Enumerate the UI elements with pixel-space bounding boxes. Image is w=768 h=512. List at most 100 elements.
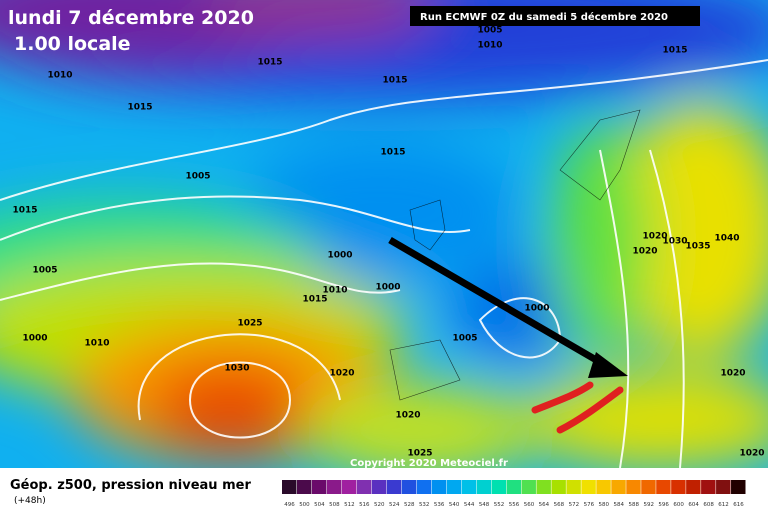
isobar-label: 1030 xyxy=(224,364,249,374)
legend-label: 556 xyxy=(509,502,520,508)
run-info: Run ECMWF 0Z du samedi 5 décembre 2020 xyxy=(420,11,668,23)
legend-label: 508 xyxy=(329,502,340,508)
legend-swatch xyxy=(581,480,596,494)
legend-label: 600 xyxy=(673,502,684,508)
legend-swatch xyxy=(731,480,746,494)
legend-label: 572 xyxy=(569,502,580,508)
legend-swatch xyxy=(416,480,432,494)
legend-swatch xyxy=(686,480,701,494)
legend-label: 552 xyxy=(494,502,505,508)
legend-label: 604 xyxy=(688,502,699,508)
legend-swatch xyxy=(596,480,611,494)
legend-swatch xyxy=(446,480,462,494)
legend-swatch xyxy=(626,480,641,494)
legend-swatch xyxy=(566,480,581,494)
legend-label: 544 xyxy=(464,502,475,508)
map-background xyxy=(0,0,768,468)
legend-swatch xyxy=(356,480,372,494)
legend-label: 584 xyxy=(614,502,625,508)
isobar-label: 1005 xyxy=(477,26,502,36)
legend-swatch xyxy=(371,480,387,494)
legend-label: 528 xyxy=(404,502,415,508)
legend-swatch xyxy=(641,480,656,494)
legend-swatch xyxy=(716,480,731,494)
legend-swatch xyxy=(491,480,507,494)
legend-label: 608 xyxy=(703,502,714,508)
isobar-label: 1015 xyxy=(127,103,152,113)
isobar-label: 1020 xyxy=(395,411,420,421)
legend-label: 520 xyxy=(374,502,385,508)
legend-label: 588 xyxy=(628,502,639,508)
legend-swatch xyxy=(386,480,402,494)
isobar-label: 1030 xyxy=(662,237,687,247)
isobar-label: 1010 xyxy=(47,71,72,81)
isobar-label: 1000 xyxy=(524,304,549,314)
legend-swatch xyxy=(461,480,477,494)
legend-swatch xyxy=(401,480,417,494)
legend-label: 596 xyxy=(658,502,669,508)
legend-label: 548 xyxy=(479,502,490,508)
legend-swatch xyxy=(656,480,671,494)
isobar-label: 1010 xyxy=(477,41,502,51)
legend-label: 540 xyxy=(449,502,460,508)
isobar-label: 1005 xyxy=(185,172,210,182)
isobar-label: 1015 xyxy=(257,58,282,68)
isobar-label: 1010 xyxy=(84,339,109,349)
legend-label: 576 xyxy=(584,502,595,508)
isobar-label: 1015 xyxy=(12,206,37,216)
legend-swatch xyxy=(701,480,716,494)
isobar-label: 1020 xyxy=(739,449,764,459)
legend-swatch xyxy=(431,480,447,494)
legend-swatch xyxy=(506,480,521,494)
legend-swatch xyxy=(536,480,551,494)
legend-swatch xyxy=(341,480,357,494)
isobar-label: 1010 xyxy=(322,286,347,296)
isobar-label: 1000 xyxy=(22,334,47,344)
isobar-label: 1025 xyxy=(237,319,262,329)
legend-label: 564 xyxy=(539,502,550,508)
copyright: Copyright 2020 Meteociel.fr xyxy=(350,458,508,469)
isobar-label: 1020 xyxy=(329,369,354,379)
legend-label: 592 xyxy=(643,502,654,508)
legend-swatch xyxy=(551,480,566,494)
isobar-label: 1015 xyxy=(380,148,405,158)
legend-swatch xyxy=(282,480,297,494)
isobar-label: 1020 xyxy=(720,369,745,379)
legend: 496 500 504 508 512 516 520 524 528 532 536 540 544 5… xyxy=(282,480,746,508)
isobar-label: 1015 xyxy=(382,76,407,86)
legend-label: 536 xyxy=(434,502,445,508)
legend-swatch xyxy=(311,480,327,494)
isobar-label: 1020 xyxy=(642,232,667,242)
isobar-label: 1005 xyxy=(452,334,477,344)
isobar-label: 1025 xyxy=(407,449,432,459)
legend-label: 532 xyxy=(419,502,430,508)
isobar-label: 1020 xyxy=(632,247,657,257)
legend-label: 616 xyxy=(733,502,744,508)
legend-label: 504 xyxy=(314,502,325,508)
legend-swatch xyxy=(326,480,342,494)
legend-swatch xyxy=(671,480,686,494)
isobar-label: 1000 xyxy=(327,251,352,261)
isobar-label: 1040 xyxy=(714,234,739,244)
isobar-label: 1035 xyxy=(685,242,710,252)
legend-swatch xyxy=(296,480,312,494)
legend-label: 516 xyxy=(359,502,370,508)
legend-label: 496 xyxy=(284,502,295,508)
legend-label: 512 xyxy=(344,502,355,508)
time: 1.00 locale xyxy=(14,33,131,55)
legend-label: 524 xyxy=(389,502,400,508)
legend-label: 568 xyxy=(554,502,565,508)
isobar-label: 1015 xyxy=(302,295,327,305)
footer-subtitle: (+48h) xyxy=(14,496,46,506)
legend-label: 580 xyxy=(599,502,610,508)
legend-label: 560 xyxy=(524,502,535,508)
isobar-label: 1005 xyxy=(32,266,57,276)
run-box xyxy=(410,6,700,26)
legend-label: 500 xyxy=(299,502,310,508)
isobar-label: 1000 xyxy=(375,283,400,293)
isobar-label: 1015 xyxy=(662,46,687,56)
legend-swatch xyxy=(521,480,536,494)
